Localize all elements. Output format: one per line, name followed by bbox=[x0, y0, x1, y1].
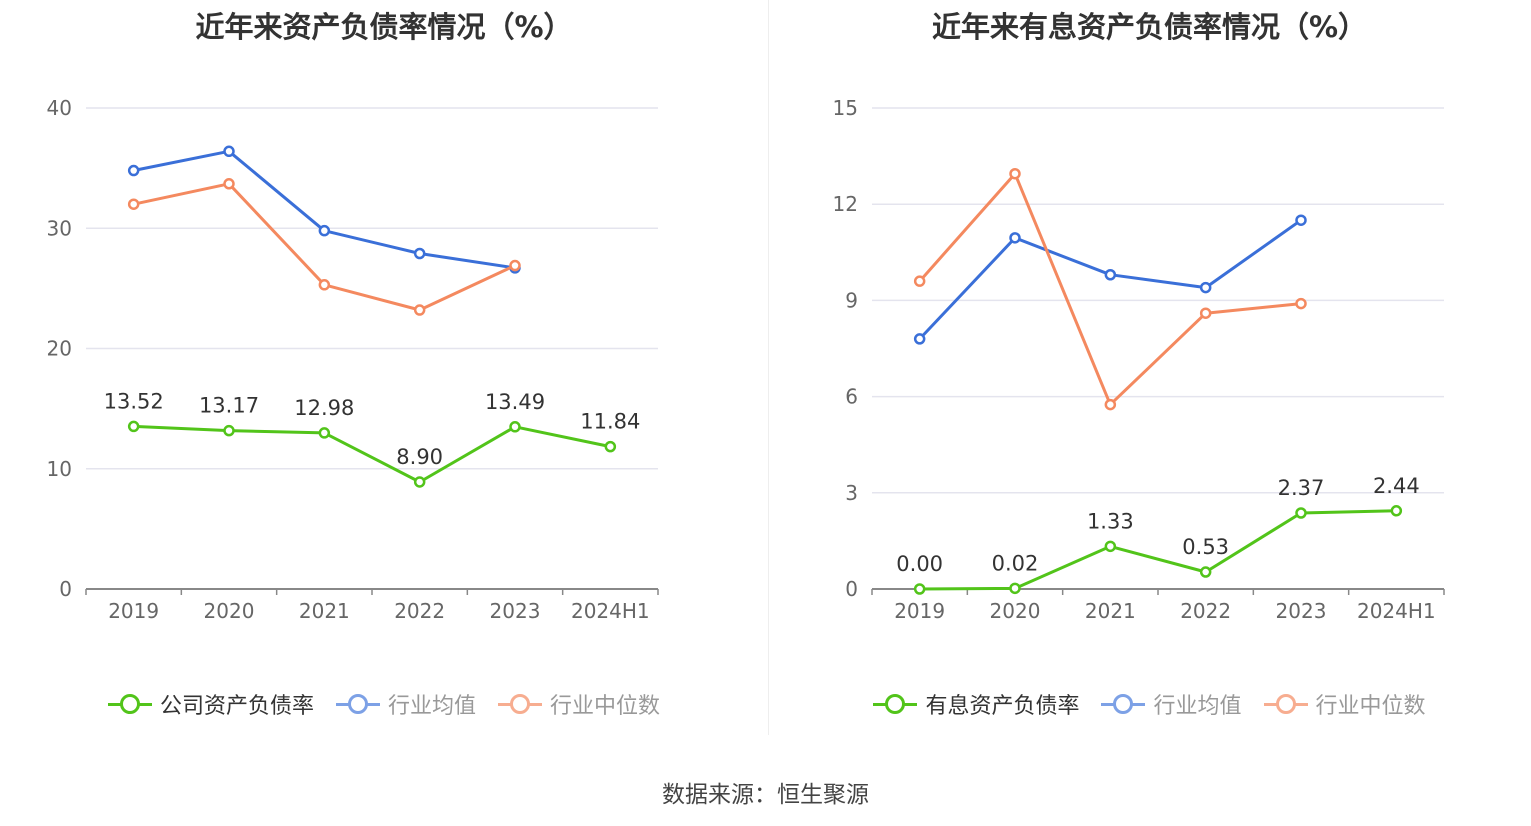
data-point-company bbox=[604, 440, 617, 453]
asset-liability-ratio-chart: 近年来资产负债率情况（%） 0 10 20 30 40 2019 2020 2021 2022 2… bbox=[0, 0, 768, 740]
x-tick-label: 2023 bbox=[490, 599, 541, 623]
x-tick-label: 2019 bbox=[894, 599, 945, 623]
data-point-company bbox=[127, 420, 140, 433]
legend-item-company[interactable]: 有息资产负债率 bbox=[873, 688, 1079, 720]
data-point-median bbox=[509, 259, 521, 272]
data-label: 11.84 bbox=[580, 410, 640, 434]
data-point-median bbox=[413, 304, 426, 316]
legend-label: 行业中位数 bbox=[1315, 694, 1426, 719]
data-label: 2.44 bbox=[1373, 474, 1420, 498]
x-tick-label: 2024H1 bbox=[1357, 599, 1436, 623]
data-label: 0.00 bbox=[896, 552, 943, 576]
data-point-median bbox=[1199, 307, 1212, 319]
legend-label: 公司资产负债率 bbox=[159, 694, 314, 719]
x-tick-label: 2019 bbox=[108, 599, 159, 623]
data-point-average bbox=[913, 333, 926, 345]
data-label: 8.90 bbox=[396, 445, 443, 469]
data-point-company bbox=[1295, 507, 1307, 519]
series-line-company bbox=[919, 509, 1397, 591]
legend-label: 行业中位数 bbox=[550, 694, 661, 719]
legend-item-average[interactable]: 行业均值 bbox=[335, 688, 476, 720]
legend-label: 行业均值 bbox=[1153, 694, 1242, 719]
y-tick-label: 10 bbox=[47, 457, 72, 481]
data-label: 13.17 bbox=[199, 394, 259, 418]
x-tick-label: 2021 bbox=[1085, 599, 1136, 623]
x-tick-label: 2021 bbox=[299, 599, 350, 623]
data-point-average bbox=[1009, 232, 1021, 244]
data-point-average bbox=[413, 247, 426, 260]
legend-company-icon bbox=[107, 692, 152, 716]
y-tick-label: 15 bbox=[833, 96, 858, 120]
data-point-median bbox=[1104, 398, 1117, 411]
data-point-company bbox=[318, 427, 331, 439]
legend-median-icon bbox=[1263, 692, 1308, 716]
chart-title: 近年来资产负债率情况（%） bbox=[195, 10, 573, 44]
legend-average-icon bbox=[335, 692, 380, 716]
y-tick-label: 0 bbox=[845, 577, 858, 601]
data-point-median bbox=[913, 275, 926, 287]
x-tick-label: 2024H1 bbox=[571, 599, 650, 623]
series-line-median bbox=[918, 172, 1302, 407]
data-point-average bbox=[1199, 281, 1212, 294]
data-label: 1.33 bbox=[1087, 509, 1134, 533]
data-point-average bbox=[223, 145, 235, 158]
y-tick-label: 20 bbox=[47, 337, 72, 361]
legend-item-median[interactable]: 行业中位数 bbox=[498, 688, 660, 720]
legend-label: 行业均值 bbox=[387, 694, 476, 719]
data-point-company bbox=[509, 421, 521, 433]
data-label: 13.52 bbox=[104, 389, 164, 413]
series-line-median bbox=[133, 182, 516, 312]
data-label: 2.37 bbox=[1278, 476, 1325, 500]
interest-bearing-ratio-chart: 近年来有息资产负债率情况（%） 0 3 6 9 12 15 2019 2020 2021 2022… bbox=[768, 0, 1531, 740]
panel-divider bbox=[768, 0, 769, 735]
data-source-note: 数据来源：恒生聚源 bbox=[662, 782, 869, 808]
y-tick-label: 3 bbox=[845, 481, 858, 505]
data-point-company bbox=[413, 476, 426, 488]
data-point-company bbox=[1199, 566, 1212, 578]
data-label: 0.53 bbox=[1182, 535, 1229, 559]
x-tick-label: 2022 bbox=[394, 599, 445, 623]
chart-legend: 公司资产负债率 行业均值 行业中位数 bbox=[0, 688, 768, 720]
data-point-company bbox=[913, 583, 926, 595]
series-line-average bbox=[133, 149, 516, 270]
x-tick-label: 2020 bbox=[990, 599, 1041, 623]
data-point-median bbox=[1009, 167, 1021, 180]
data-point-median bbox=[127, 198, 140, 210]
legend-item-median[interactable]: 行业中位数 bbox=[1263, 688, 1426, 720]
x-tick-label: 2023 bbox=[1276, 599, 1327, 623]
x-tick-label: 2022 bbox=[1180, 599, 1231, 623]
series-line-company bbox=[133, 424, 611, 484]
data-point-company bbox=[223, 424, 235, 437]
legend-company-icon bbox=[873, 692, 918, 716]
data-point-average bbox=[127, 164, 140, 177]
legend-median-icon bbox=[498, 692, 542, 716]
legend-average-icon bbox=[1101, 692, 1146, 716]
data-label: 12.98 bbox=[294, 396, 354, 420]
data-label: 13.49 bbox=[485, 390, 545, 414]
y-tick-label: 40 bbox=[47, 96, 72, 120]
legend-item-average[interactable]: 行业均值 bbox=[1101, 688, 1242, 720]
chart-title: 近年来有息资产负债率情况（%） bbox=[931, 10, 1368, 44]
legend-item-company[interactable]: 公司资产负债率 bbox=[107, 688, 314, 720]
data-point-average bbox=[318, 224, 331, 237]
data-label: 0.02 bbox=[992, 551, 1039, 575]
data-point-median bbox=[318, 279, 331, 291]
y-tick-label: 12 bbox=[833, 192, 858, 216]
y-tick-label: 9 bbox=[845, 288, 858, 312]
data-point-median bbox=[223, 178, 235, 190]
data-point-median bbox=[1295, 297, 1307, 310]
chart-legend: 有息资产负债率 行业均值 行业中位数 bbox=[768, 688, 1531, 720]
x-tick-label: 2020 bbox=[204, 599, 255, 623]
legend-label: 有息资产负债率 bbox=[925, 694, 1080, 719]
data-point-company bbox=[1104, 540, 1117, 553]
data-point-average bbox=[1104, 268, 1117, 281]
data-point-company bbox=[1390, 505, 1403, 517]
y-tick-label: 30 bbox=[47, 216, 72, 240]
y-tick-label: 6 bbox=[845, 385, 858, 409]
chart-plot-area: 0 3 6 9 12 15 2019 2020 2021 2022 2023 2024H1 0.00 0.… bbox=[833, 96, 1445, 623]
chart-plot-area: 0 10 20 30 40 2019 2020 2021 2022 2023 2024H1 13.52… bbox=[47, 96, 659, 623]
data-point-average bbox=[1295, 214, 1307, 226]
y-tick-label: 0 bbox=[59, 577, 72, 601]
data-point-company bbox=[1009, 582, 1021, 595]
